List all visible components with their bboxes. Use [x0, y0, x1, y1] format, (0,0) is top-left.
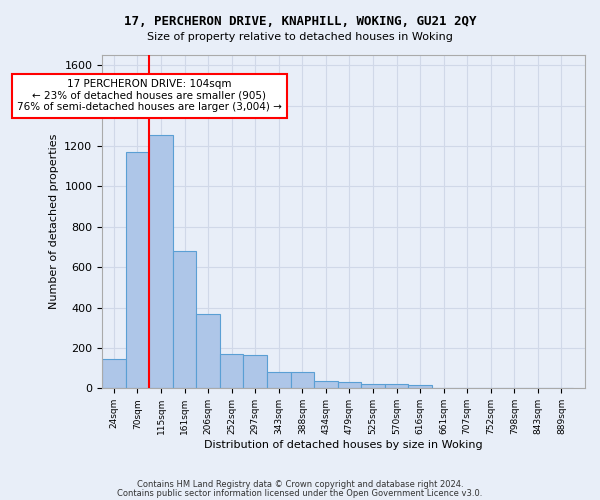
Bar	[244, 355, 267, 388]
Bar	[409, 386, 432, 388]
Bar	[314, 382, 338, 388]
Bar	[290, 372, 314, 388]
Text: 17, PERCHERON DRIVE, KNAPHILL, WOKING, GU21 2QY: 17, PERCHERON DRIVE, KNAPHILL, WOKING, G…	[124, 15, 476, 28]
Bar	[173, 251, 196, 388]
Bar	[220, 354, 244, 388]
Bar	[102, 359, 125, 388]
Bar	[196, 314, 220, 388]
Y-axis label: Number of detached properties: Number of detached properties	[49, 134, 59, 310]
Bar	[385, 384, 409, 388]
Text: 17 PERCHERON DRIVE: 104sqm
← 23% of detached houses are smaller (905)
76% of sem: 17 PERCHERON DRIVE: 104sqm ← 23% of deta…	[17, 79, 281, 112]
Bar	[267, 372, 290, 388]
Bar	[361, 384, 385, 388]
Bar	[149, 135, 173, 388]
Text: Size of property relative to detached houses in Woking: Size of property relative to detached ho…	[147, 32, 453, 42]
Text: Contains HM Land Registry data © Crown copyright and database right 2024.: Contains HM Land Registry data © Crown c…	[137, 480, 463, 489]
Text: Contains public sector information licensed under the Open Government Licence v3: Contains public sector information licen…	[118, 488, 482, 498]
Bar	[338, 382, 361, 388]
Bar	[125, 152, 149, 388]
X-axis label: Distribution of detached houses by size in Woking: Distribution of detached houses by size …	[204, 440, 483, 450]
